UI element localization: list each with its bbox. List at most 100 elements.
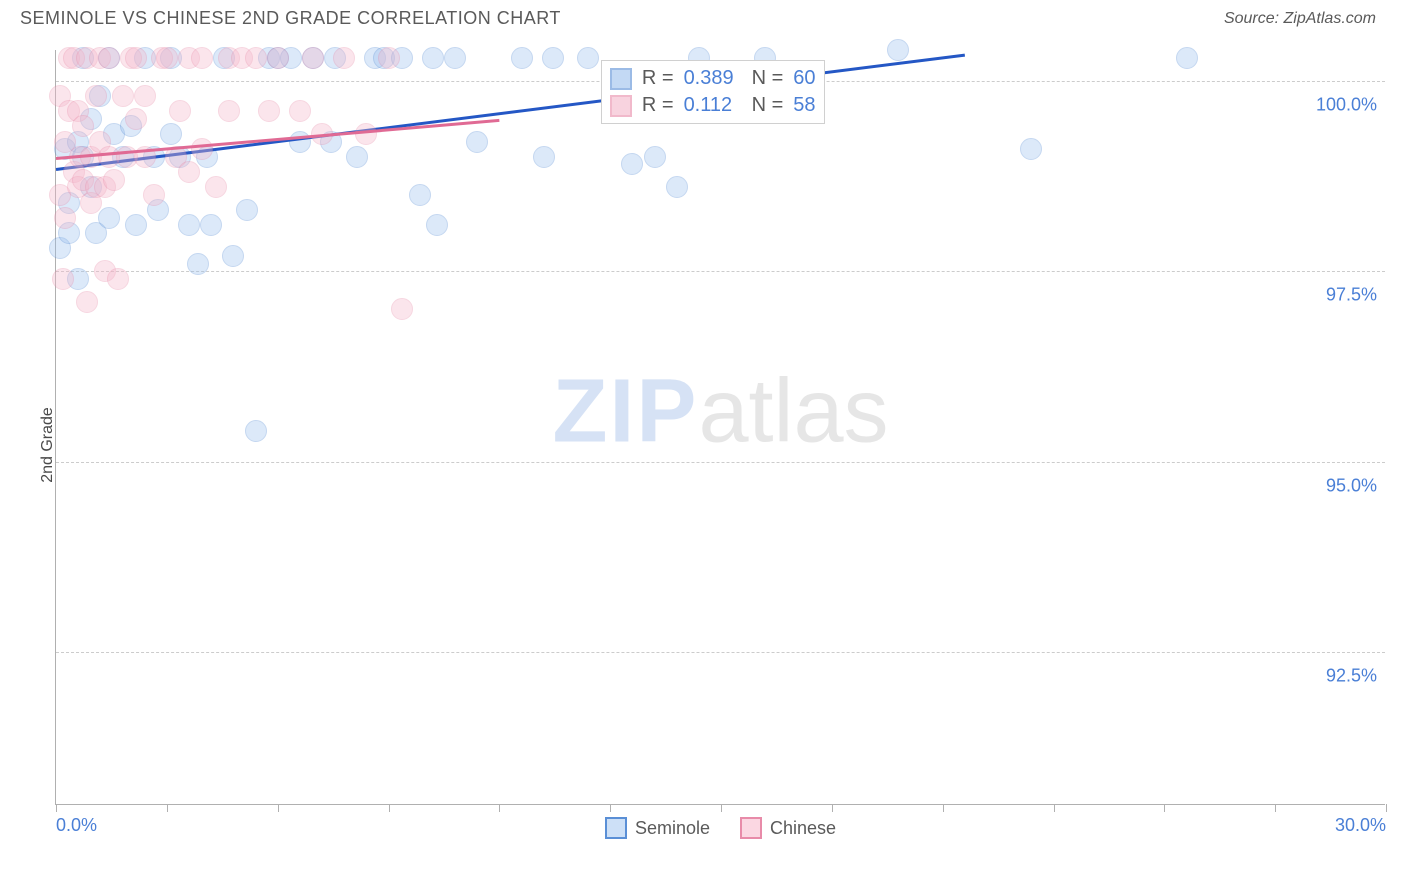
- data-point: [222, 245, 244, 267]
- series-swatch: [610, 68, 632, 90]
- n-label: N =: [752, 94, 784, 117]
- data-point: [267, 47, 289, 69]
- r-value: 0.112: [684, 94, 742, 117]
- data-point: [466, 131, 488, 153]
- x-tick: [56, 804, 57, 812]
- x-tick: [1386, 804, 1387, 812]
- data-point: [533, 146, 555, 168]
- legend-item: Seminole: [605, 817, 710, 839]
- data-point: [887, 39, 909, 61]
- x-tick: [832, 804, 833, 812]
- data-point: [169, 100, 191, 122]
- watermark-zip: ZIP: [552, 361, 698, 461]
- data-point: [98, 47, 120, 69]
- data-point: [156, 47, 178, 69]
- legend-label: Seminole: [635, 818, 710, 839]
- gridline: [56, 652, 1385, 653]
- data-point: [187, 253, 209, 275]
- data-point: [200, 214, 222, 236]
- data-point: [178, 214, 200, 236]
- x-tick: [610, 804, 611, 812]
- data-point: [302, 47, 324, 69]
- data-point: [76, 291, 98, 313]
- data-point: [289, 131, 311, 153]
- data-point: [54, 207, 76, 229]
- data-point: [218, 100, 240, 122]
- data-point: [85, 85, 107, 107]
- data-point: [143, 184, 165, 206]
- data-point: [409, 184, 431, 206]
- y-tick-label: 92.5%: [1326, 666, 1377, 687]
- r-label: R =: [642, 67, 674, 90]
- x-tick: [1164, 804, 1165, 812]
- data-point: [178, 161, 200, 183]
- data-point: [112, 85, 134, 107]
- scatter-plot: ZIPatlas 92.5%95.0%97.5%100.0%0.0%30.0%R…: [55, 50, 1385, 805]
- stats-box: R = 0.389 N = 60 R = 0.112 N = 58: [601, 60, 825, 124]
- legend-swatch: [740, 817, 762, 839]
- stats-row: R = 0.389 N = 60: [610, 65, 816, 92]
- legend-swatch: [605, 817, 627, 839]
- data-point: [666, 176, 688, 198]
- series-swatch: [610, 95, 632, 117]
- data-point: [258, 100, 280, 122]
- x-tick: [278, 804, 279, 812]
- stats-row: R = 0.112 N = 58: [610, 92, 816, 119]
- data-point: [103, 169, 125, 191]
- legend-label: Chinese: [770, 818, 836, 839]
- data-point: [577, 47, 599, 69]
- x-tick: [943, 804, 944, 812]
- chart-title: SEMINOLE VS CHINESE 2ND GRADE CORRELATIO…: [20, 8, 561, 29]
- data-point: [52, 268, 74, 290]
- watermark-atlas: atlas: [698, 361, 888, 461]
- data-point: [621, 153, 643, 175]
- r-label: R =: [642, 94, 674, 117]
- data-point: [511, 47, 533, 69]
- data-point: [1176, 47, 1198, 69]
- data-point: [245, 420, 267, 442]
- data-point: [391, 298, 413, 320]
- data-point: [191, 138, 213, 160]
- x-tick: [389, 804, 390, 812]
- gridline: [56, 271, 1385, 272]
- y-tick-label: 100.0%: [1316, 94, 1377, 115]
- data-point: [125, 108, 147, 130]
- n-value: 58: [793, 94, 815, 117]
- data-point: [160, 123, 182, 145]
- legend-item: Chinese: [740, 817, 836, 839]
- data-point: [378, 47, 400, 69]
- x-tick: [167, 804, 168, 812]
- legend: Seminole Chinese: [56, 817, 1385, 839]
- data-point: [346, 146, 368, 168]
- data-point: [107, 268, 129, 290]
- data-point: [236, 199, 258, 221]
- data-point: [245, 47, 267, 69]
- data-point: [444, 47, 466, 69]
- x-tick: [721, 804, 722, 812]
- n-value: 60: [793, 67, 815, 90]
- x-tick: [1054, 804, 1055, 812]
- data-point: [205, 176, 227, 198]
- data-point: [542, 47, 564, 69]
- data-point: [1020, 138, 1042, 160]
- data-point: [191, 47, 213, 69]
- source-label: Source: ZipAtlas.com: [1224, 10, 1376, 28]
- y-tick-label: 97.5%: [1326, 285, 1377, 306]
- data-point: [72, 115, 94, 137]
- watermark: ZIPatlas: [552, 360, 888, 463]
- chart-container: 2nd Grade ZIPatlas 92.5%95.0%97.5%100.0%…: [20, 40, 1390, 850]
- data-point: [134, 85, 156, 107]
- y-tick-label: 95.0%: [1326, 475, 1377, 496]
- data-point: [289, 100, 311, 122]
- r-value: 0.389: [684, 67, 742, 90]
- n-label: N =: [752, 67, 784, 90]
- data-point: [125, 214, 147, 236]
- x-tick: [1275, 804, 1276, 812]
- x-tick: [499, 804, 500, 812]
- gridline: [56, 462, 1385, 463]
- data-point: [644, 146, 666, 168]
- data-point: [422, 47, 444, 69]
- data-point: [98, 207, 120, 229]
- data-point: [125, 47, 147, 69]
- data-point: [333, 47, 355, 69]
